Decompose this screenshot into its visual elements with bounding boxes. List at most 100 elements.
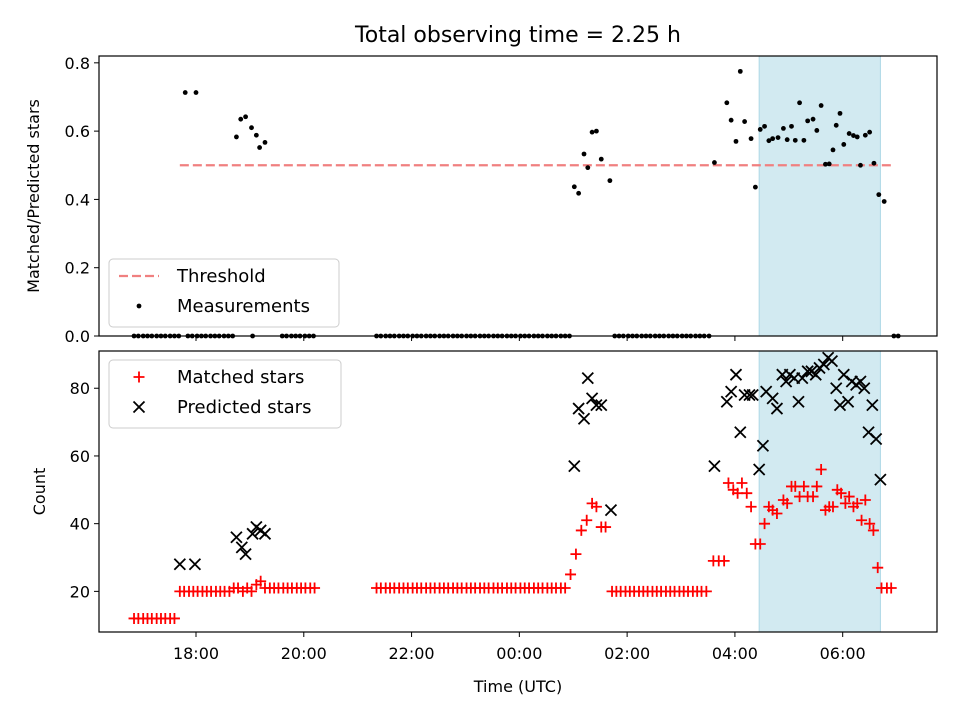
data-point xyxy=(737,68,743,74)
data-point xyxy=(600,521,612,533)
data-point xyxy=(581,514,593,526)
data-point xyxy=(810,116,816,122)
data-point xyxy=(720,395,733,408)
legend-label: Measurements xyxy=(177,296,310,317)
data-point xyxy=(835,487,847,499)
data-point xyxy=(766,138,772,144)
legend-measurements-marker xyxy=(136,303,142,309)
data-point xyxy=(745,501,757,513)
data-point xyxy=(792,395,805,408)
legend-box xyxy=(108,258,340,328)
data-point xyxy=(718,555,730,567)
data-point xyxy=(846,131,852,136)
data-point xyxy=(871,160,877,166)
data-point xyxy=(230,531,243,544)
data-point xyxy=(700,585,712,597)
data-point xyxy=(590,501,602,513)
data-point xyxy=(866,399,879,412)
data-point xyxy=(729,368,743,381)
data-point xyxy=(262,139,268,145)
data-point xyxy=(881,199,887,204)
data-point xyxy=(807,491,819,503)
data-point xyxy=(581,151,587,157)
data-point xyxy=(827,501,839,513)
data-point xyxy=(246,527,259,540)
data-point xyxy=(770,402,784,415)
data-point xyxy=(757,127,763,132)
data-point xyxy=(594,128,599,134)
data-point xyxy=(752,184,758,190)
y-tick-label: 0.8 xyxy=(65,54,90,73)
x-tick-label: 06:00 xyxy=(820,644,866,663)
data-point xyxy=(722,477,734,489)
data-point xyxy=(598,156,604,162)
data-point xyxy=(572,402,585,415)
data-point xyxy=(781,125,786,131)
data-point xyxy=(801,365,814,378)
data-point xyxy=(168,612,180,624)
data-point xyxy=(869,432,883,446)
y-axis-label: Matched/Predicted stars xyxy=(24,99,43,293)
data-point xyxy=(797,100,802,106)
data-point xyxy=(862,132,868,138)
y-tick-label: 0.6 xyxy=(65,122,90,141)
data-point xyxy=(182,90,188,95)
data-point xyxy=(753,463,766,476)
data-point xyxy=(815,463,827,475)
data-point xyxy=(724,100,730,106)
legend-label: Threshold xyxy=(176,266,266,287)
data-point xyxy=(837,110,843,116)
data-point xyxy=(590,399,603,412)
data-point xyxy=(257,145,262,150)
data-point xyxy=(746,388,759,402)
y-tick-label: 60 xyxy=(70,447,90,466)
data-point xyxy=(239,547,252,561)
data-point xyxy=(743,388,756,402)
data-point xyxy=(238,116,244,122)
legend-label: Predicted stars xyxy=(177,397,311,418)
data-point xyxy=(575,524,587,536)
y-tick-label: 40 xyxy=(70,515,90,534)
data-point xyxy=(781,497,793,509)
data-point xyxy=(235,541,248,554)
data-point xyxy=(756,439,770,452)
x-tick-label: 02:00 xyxy=(604,644,650,663)
data-point xyxy=(872,562,884,574)
data-point xyxy=(708,459,721,473)
axes-frame xyxy=(98,350,938,633)
data-point xyxy=(825,355,839,368)
y-tick-label: 80 xyxy=(70,379,90,398)
data-point xyxy=(173,558,186,571)
data-point xyxy=(309,582,321,594)
legend-matched-marker xyxy=(133,371,145,383)
data-point xyxy=(775,135,781,141)
data-point xyxy=(885,582,897,594)
data-point xyxy=(841,142,847,147)
bottom-panel-counts: 20 40 60 80 18:00 20:00 22:00 00:00 02:00 04:00 06… xyxy=(30,350,938,696)
data-point xyxy=(589,129,595,135)
chart-title: Total observing time = 2.25 h xyxy=(354,23,681,48)
data-point xyxy=(742,119,748,124)
data-point xyxy=(826,161,832,167)
data-point xyxy=(762,123,767,129)
data-point xyxy=(748,136,754,142)
x-axis-label: Time (UTC) xyxy=(473,677,562,696)
y-tick-label: 0.4 xyxy=(65,190,90,209)
series-predicted-stars xyxy=(173,351,887,571)
data-point xyxy=(249,125,254,131)
data-point xyxy=(789,123,794,129)
data-point xyxy=(728,117,734,123)
data-point xyxy=(188,558,202,571)
data-point xyxy=(568,459,581,473)
data-point xyxy=(867,524,879,536)
data-point xyxy=(577,412,591,425)
legend: Matched stars Predicted stars xyxy=(108,359,342,429)
data-point xyxy=(253,132,259,138)
data-point xyxy=(851,133,856,138)
highlight-span xyxy=(758,350,881,633)
x-tick-label: 04:00 xyxy=(712,644,758,663)
data-point xyxy=(255,575,267,587)
data-point xyxy=(851,497,863,509)
legend-label: Matched stars xyxy=(177,367,304,388)
